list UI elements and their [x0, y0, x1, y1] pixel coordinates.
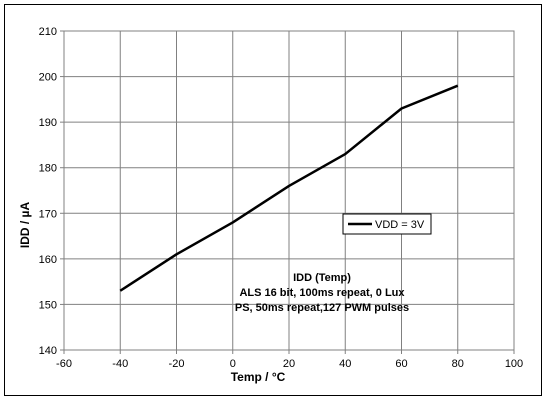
y-tick-label: 160 [39, 254, 57, 266]
annotation-line-2: ALS 16 bit, 100ms repeat, 0 Lux [239, 287, 405, 299]
y-tick-label: 150 [39, 299, 57, 311]
annotation-line-1: IDD (Temp) [293, 272, 351, 284]
x-tick-label: -20 [169, 358, 185, 370]
grid [64, 31, 514, 350]
y-tick-label: 190 [39, 117, 57, 129]
x-tick-label: 60 [395, 358, 407, 370]
y-tick-label: 200 [39, 72, 57, 84]
x-tick-label: -60 [56, 358, 72, 370]
x-axis-title: Temp / °C [231, 370, 286, 384]
legend-label: VDD = 3V [375, 219, 425, 231]
x-tick-label: 0 [230, 358, 236, 370]
y-axis-ticks: 140 150 160 170 180 190 200 210 [39, 26, 64, 357]
series-group [119, 84, 459, 292]
x-tick-label: 40 [339, 358, 351, 370]
x-axis-ticks: -60 -40 -20 0 20 40 60 80 100 [56, 350, 523, 370]
annotation-line-3: PS, 50ms repeat,127 PWM pulses [235, 302, 409, 314]
y-tick-label: 210 [39, 26, 57, 38]
legend: VDD = 3V [342, 213, 432, 235]
x-tick-label: -40 [112, 358, 128, 370]
x-tick-label: 100 [505, 358, 523, 370]
y-axis-title: IDD / µA [18, 202, 32, 249]
x-tick-label: 20 [283, 358, 295, 370]
y-tick-label: 170 [39, 208, 57, 220]
legend-box [342, 213, 432, 235]
y-tick-label: 140 [39, 345, 57, 357]
y-tick-label: 180 [39, 163, 57, 175]
x-tick-label: 80 [452, 358, 464, 370]
